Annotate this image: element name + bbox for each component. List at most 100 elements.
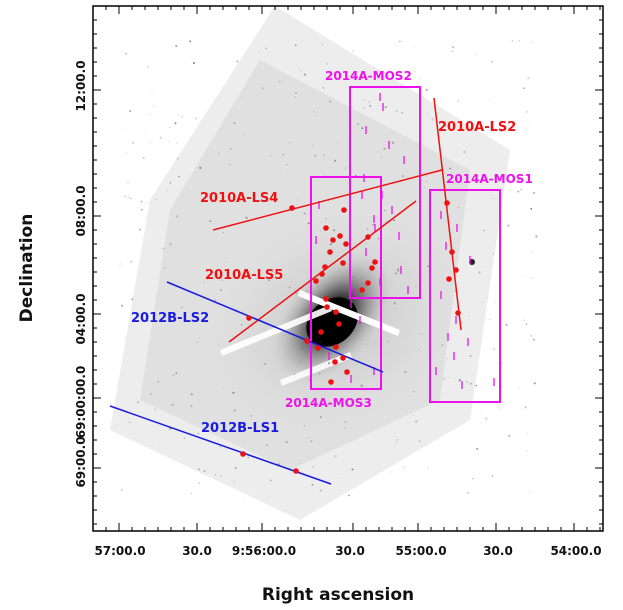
background-star [383, 147, 386, 151]
slit-line-2012B-LS2 [166, 281, 384, 373]
background-star [505, 323, 508, 326]
background-star [127, 181, 129, 184]
background-star [286, 170, 288, 172]
background-star [415, 46, 417, 48]
background-star [143, 131, 145, 133]
background-star [125, 152, 127, 154]
x-tick-label: 30.0 [182, 544, 212, 558]
background-star [231, 479, 233, 481]
background-star [517, 178, 520, 181]
red-sample-point [323, 296, 329, 302]
background-star [501, 385, 503, 388]
background-star [467, 491, 470, 494]
background-star [396, 268, 400, 271]
red-sample-point [323, 225, 329, 231]
background-star [360, 384, 363, 387]
background-star [492, 253, 495, 255]
background-star [176, 142, 178, 144]
background-star [363, 99, 365, 101]
red-sample-points [240, 200, 461, 474]
background-star [404, 371, 407, 374]
background-star [139, 228, 141, 231]
label-2014A-MOS3: 2014A-MOS3 [285, 396, 372, 410]
background-star [518, 387, 520, 389]
background-star [308, 379, 311, 381]
background-star [198, 482, 200, 484]
y-tick-label: 69:00:00.0 [74, 366, 88, 439]
background-star [533, 338, 535, 341]
background-star [527, 170, 529, 172]
background-star [294, 288, 296, 290]
background-star [247, 456, 250, 459]
background-star [310, 440, 313, 443]
detector-gap-2 [220, 305, 332, 356]
background-star [233, 481, 235, 483]
background-star [221, 279, 223, 281]
background-star [123, 195, 126, 198]
background-star [372, 223, 375, 226]
red-sample-point [246, 315, 252, 321]
x-tick-label: 55:00.0 [395, 544, 446, 558]
background-star [288, 286, 291, 289]
background-star [146, 203, 148, 205]
label-2010A-LS5: 2010A-LS5 [205, 268, 283, 283]
background-star [384, 106, 387, 109]
background-star [229, 164, 231, 166]
background-star [320, 230, 322, 232]
background-star [379, 85, 381, 87]
background-star [344, 167, 347, 169]
background-star [325, 217, 327, 220]
background-star [289, 141, 291, 144]
label-2012B-LS1: 2012B-LS1 [201, 421, 279, 436]
background-star [472, 478, 474, 480]
red-sample-point [336, 321, 342, 327]
background-star [526, 111, 528, 113]
background-star [334, 159, 337, 162]
background-star [258, 127, 260, 129]
background-star [122, 128, 124, 130]
background-star [197, 432, 200, 435]
background-star [527, 77, 530, 80]
background-star [476, 447, 479, 450]
red-sample-point [333, 344, 339, 350]
background-star [270, 479, 272, 482]
background-star [395, 109, 398, 112]
red-sample-point [343, 241, 349, 247]
background-star [457, 207, 459, 209]
x-tick-label: 30.0 [335, 544, 365, 558]
background-star [379, 105, 381, 107]
background-star [344, 421, 347, 424]
background-star [480, 410, 482, 412]
background-star [143, 157, 145, 159]
background-star [226, 257, 227, 259]
background-star [154, 408, 156, 411]
background-star [243, 498, 245, 500]
background-star [391, 141, 395, 144]
background-star [469, 382, 472, 385]
background-star [500, 129, 503, 132]
background-star [326, 63, 329, 65]
background-star [222, 231, 225, 234]
background-star [528, 121, 530, 123]
background-star [322, 154, 325, 157]
background-star [511, 40, 514, 42]
background-star [423, 186, 425, 188]
background-star [425, 180, 427, 182]
red-sample-point [315, 345, 321, 351]
background-star [395, 74, 397, 76]
background-star [507, 224, 510, 227]
background-star [366, 228, 369, 230]
background-star [198, 468, 200, 471]
background-star [394, 272, 397, 275]
background-star [300, 70, 302, 72]
background-star [174, 122, 177, 125]
background-star [321, 43, 324, 45]
background-star [427, 113, 429, 115]
background-star [319, 340, 322, 343]
background-star [181, 116, 184, 118]
background-star [403, 466, 405, 469]
red-sample-point [337, 233, 343, 239]
background-star [253, 460, 255, 462]
slit-line-2010A-LS2 [433, 97, 462, 331]
background-star [451, 50, 454, 53]
